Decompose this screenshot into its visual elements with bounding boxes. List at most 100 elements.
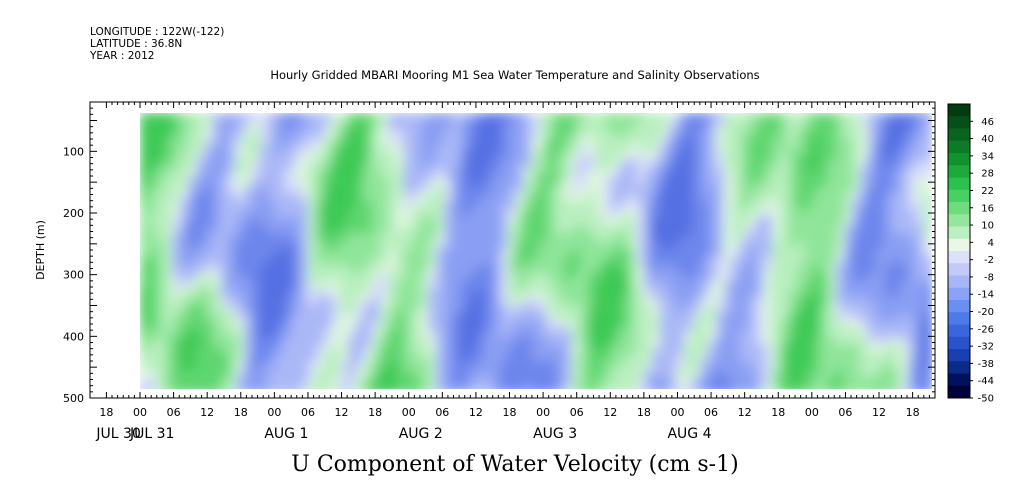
field-cell	[284, 129, 293, 138]
field-cell	[180, 289, 189, 298]
field-cell	[316, 329, 325, 338]
field-cell	[836, 193, 845, 202]
field-cell	[732, 281, 741, 290]
field-cell	[332, 185, 341, 194]
field-cell	[916, 209, 925, 218]
field-cell	[252, 289, 261, 298]
field-cell	[324, 193, 333, 202]
field-cell	[796, 161, 805, 170]
field-cell	[708, 225, 717, 234]
field-cell	[316, 313, 325, 322]
field-cell	[252, 225, 261, 234]
field-cell	[324, 265, 333, 274]
field-cell	[892, 177, 901, 186]
field-cell	[268, 289, 277, 298]
field-cell	[420, 361, 429, 370]
field-cell	[556, 385, 565, 389]
field-cell	[212, 289, 221, 298]
field-cell	[372, 137, 381, 146]
field-cell	[724, 169, 733, 178]
field-cell	[676, 209, 685, 218]
field-cell	[740, 225, 749, 234]
field-cell	[548, 217, 557, 226]
colorbar-swatch	[948, 324, 970, 338]
field-cell	[884, 217, 893, 226]
field-cell	[452, 385, 461, 389]
field-cell	[780, 121, 789, 130]
field-cell	[308, 369, 317, 378]
field-cell	[740, 113, 749, 122]
field-cell	[588, 297, 597, 306]
field-cell	[756, 201, 765, 210]
field-cell	[396, 129, 405, 138]
field-cell	[612, 265, 621, 274]
field-cell	[348, 345, 357, 354]
field-cell	[244, 273, 253, 282]
field-cell	[804, 153, 813, 162]
field-cell	[444, 257, 453, 266]
field-cell	[572, 121, 581, 130]
field-cell	[756, 233, 765, 242]
field-cell	[540, 201, 549, 210]
field-cell	[740, 177, 749, 186]
field-cell	[492, 137, 501, 146]
field-cell	[620, 129, 629, 138]
field-cell	[252, 161, 261, 170]
field-cell	[692, 329, 701, 338]
field-cell	[636, 329, 645, 338]
field-cell	[644, 209, 653, 218]
field-cell	[644, 321, 653, 330]
field-cell	[868, 385, 877, 389]
field-cell	[660, 297, 669, 306]
field-cell	[188, 161, 197, 170]
field-cell	[356, 113, 365, 122]
field-cell	[148, 265, 157, 274]
field-cell	[668, 273, 677, 282]
field-cell	[820, 113, 829, 122]
field-cell	[604, 225, 613, 234]
field-cell	[372, 241, 381, 250]
field-cell	[796, 297, 805, 306]
field-cell	[252, 249, 261, 258]
field-cell	[460, 289, 469, 298]
field-cell	[884, 329, 893, 338]
field-cell	[180, 385, 189, 389]
field-cell	[628, 153, 637, 162]
field-cell	[284, 281, 293, 290]
field-cell	[172, 201, 181, 210]
x-tick-label: 06	[301, 406, 315, 419]
field-cell	[380, 297, 389, 306]
field-cell	[412, 265, 421, 274]
field-cell	[340, 377, 349, 386]
field-cell	[140, 329, 149, 338]
field-cell	[884, 257, 893, 266]
field-cell	[756, 121, 765, 130]
field-cell	[916, 297, 925, 306]
field-cell	[588, 257, 597, 266]
field-cell	[908, 217, 917, 226]
field-cell	[444, 313, 453, 322]
field-cell	[636, 153, 645, 162]
field-cell	[508, 217, 517, 226]
field-cell	[916, 257, 925, 266]
field-cell	[388, 193, 397, 202]
field-cell	[156, 369, 165, 378]
field-cell	[316, 185, 325, 194]
field-cell	[180, 361, 189, 370]
field-cell	[380, 249, 389, 258]
field-cell	[884, 353, 893, 362]
field-cell	[172, 193, 181, 202]
field-cell	[324, 129, 333, 138]
field-cell	[668, 169, 677, 178]
field-cell	[788, 257, 797, 266]
x-tick-label: 12	[872, 406, 886, 419]
field-cell	[652, 385, 661, 389]
field-cell	[428, 169, 437, 178]
field-cell	[364, 209, 373, 218]
field-cell	[524, 265, 533, 274]
field-cell	[796, 225, 805, 234]
field-cell	[708, 353, 717, 362]
field-cell	[596, 385, 605, 389]
field-cell	[404, 257, 413, 266]
field-cell	[924, 185, 932, 194]
